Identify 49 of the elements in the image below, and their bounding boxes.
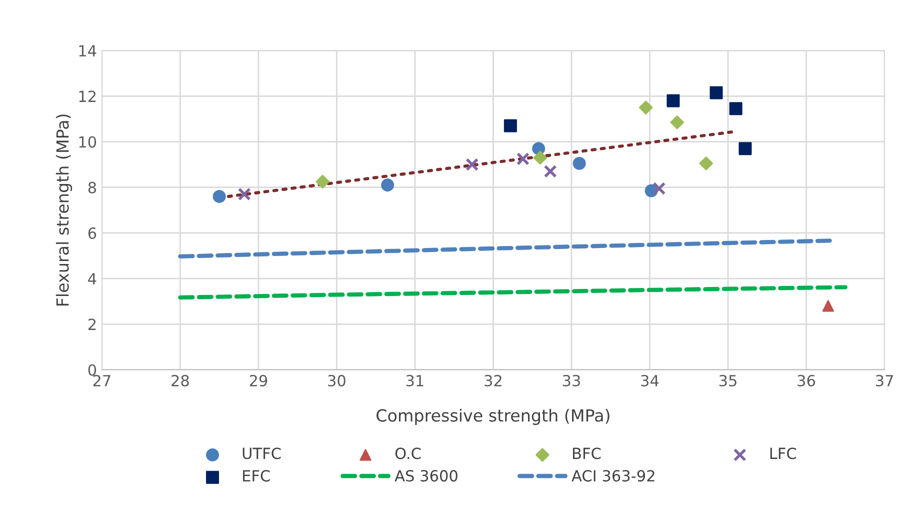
point xyxy=(572,156,586,170)
x-tick-label: 32 xyxy=(484,374,502,386)
y-tick-label: 12 xyxy=(79,90,96,102)
point xyxy=(533,150,548,165)
point xyxy=(381,178,394,192)
point xyxy=(516,152,530,166)
x-tick-label: 35 xyxy=(719,374,736,386)
point xyxy=(652,182,666,196)
point xyxy=(710,86,723,100)
point xyxy=(544,164,557,178)
point xyxy=(638,100,653,114)
point xyxy=(670,115,684,130)
point xyxy=(316,174,330,189)
y-tick-label: 0 xyxy=(88,364,96,376)
x-tick-label: 27 xyxy=(93,374,110,386)
y-axis-title: Flexural strength (MPa) xyxy=(56,114,72,306)
legend-label: EFC xyxy=(243,470,270,482)
legend-label: BFC xyxy=(573,448,601,460)
line-series xyxy=(178,285,848,300)
y-tick-label: 10 xyxy=(79,136,96,148)
point xyxy=(738,142,752,156)
y-tick-label: 4 xyxy=(88,273,96,284)
legend-label: AS 3600 xyxy=(394,470,458,482)
x-tick-label: 37 xyxy=(876,374,893,386)
line-series xyxy=(178,238,832,259)
x-tick-label: 30 xyxy=(328,374,346,386)
point xyxy=(212,190,226,203)
legend-label: UTFC xyxy=(242,448,281,460)
point xyxy=(504,119,517,132)
legend-label: O.C xyxy=(395,448,421,460)
x-tick-label: 33 xyxy=(562,374,580,386)
x-tick-label: 31 xyxy=(406,374,424,386)
y-tick-label: 8 xyxy=(88,182,96,194)
legend-label: ACI 363-92 xyxy=(572,470,654,482)
x-axis-title: Compressive strength (MPa) xyxy=(376,408,610,425)
x-tick-label: 28 xyxy=(172,374,189,386)
point xyxy=(666,94,680,108)
point xyxy=(699,156,713,170)
y-tick-label: 14 xyxy=(79,45,96,56)
point xyxy=(729,102,742,116)
x-tick-label: 29 xyxy=(250,374,268,386)
point xyxy=(822,300,834,312)
x-tick-label: 36 xyxy=(798,374,816,386)
y-tick-label: 6 xyxy=(88,227,96,239)
legend-label: LFC xyxy=(770,448,796,460)
point xyxy=(238,188,251,201)
x-tick-label: 34 xyxy=(641,374,659,386)
point xyxy=(466,158,479,172)
y-tick-label: 2 xyxy=(88,318,96,330)
